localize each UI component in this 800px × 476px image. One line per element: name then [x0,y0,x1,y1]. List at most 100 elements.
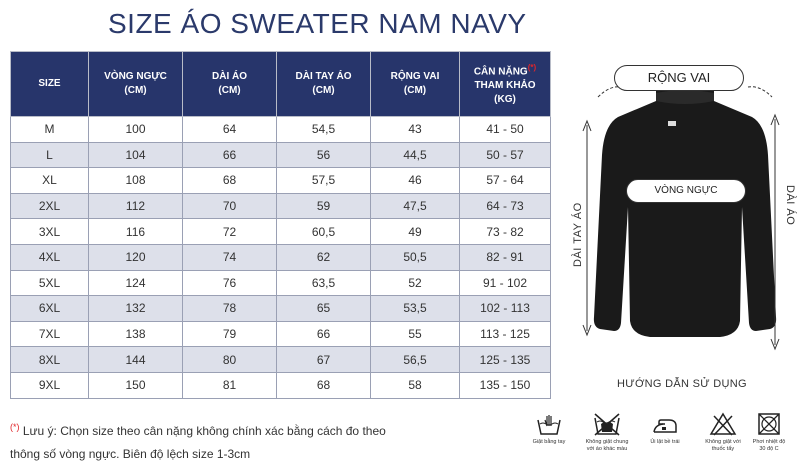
table-row: 3XL 116 72 60,5 49 73 - 82 [10,218,551,245]
cell-chest: 100 [88,116,183,143]
cell-sleeve: 68 [276,371,371,399]
cell-weight: 73 - 82 [459,218,551,245]
cell-chest: 104 [88,141,183,169]
cell-weight: 50 - 57 [459,141,551,169]
cell-sleeve: 60,5 [276,218,371,245]
note-line-2: thông số vòng ngực. Biên độ lệch size 1-… [10,447,251,461]
cell-length: 78 [182,295,277,322]
cell-shoulder: 50,5 [370,243,460,271]
cell-length: 74 [182,243,277,271]
chest-label: VÒNG NGỰC [626,179,746,203]
cell-shoulder: 56,5 [370,346,460,373]
cell-chest: 132 [88,295,183,322]
table-row: 2XL 112 70 59 47,5 64 - 73 [10,192,551,220]
cell-shoulder: 49 [370,218,460,245]
cell-length: 81 [182,371,277,399]
cell-chest: 108 [88,167,183,194]
care-item-iron: Ủi lật bề trái [636,412,694,446]
note-line-1: Lưu ý: Chọn size theo cân nặng không chí… [22,424,386,438]
table-row: 5XL 124 76 63,5 52 91 - 102 [10,269,551,297]
cell-shoulder: 55 [370,320,460,348]
page-title: SIZE ÁO SWEATER NAM NAVY [108,8,527,39]
cell-sleeve: 54,5 [276,116,371,143]
cell-chest: 112 [88,192,183,220]
cell-size: L [10,141,89,169]
size-table: SIZE VÒNG NGỰC (CM) DÀI ÁO (CM) DÀI TAY ÁO… [10,51,551,399]
cell-length: 66 [182,141,277,169]
cell-weight: 64 - 73 [459,192,551,220]
cell-size: 4XL [10,243,89,271]
cell-length: 68 [182,167,277,194]
cell-size: 6XL [10,295,89,322]
table-row: XL 108 68 57,5 46 57 - 64 [10,167,551,194]
care-item-no-bleach: Không giặt với thuốc tẩy [694,412,752,453]
table-row: 8XL 144 80 67 56,5 125 - 135 [10,346,551,373]
header-weight: CÂN NẶNG(*) THAM KHẢO (KG) [459,51,551,117]
cell-shoulder: 47,5 [370,192,460,220]
cell-chest: 120 [88,243,183,271]
cell-weight: 91 - 102 [459,269,551,297]
table-row: L 104 66 56 44,5 50 - 57 [10,141,551,169]
sweater-illustration [582,86,780,351]
body-length-label: DÀI ÁO [784,185,796,226]
shoulder-label: RỘNG VAI [614,65,744,91]
cell-sleeve: 62 [276,243,371,271]
header-length: DÀI ÁO (CM) [182,51,277,117]
cell-size: 8XL [10,346,89,373]
cell-weight: 57 - 64 [459,167,551,194]
cell-shoulder: 53,5 [370,295,460,322]
cell-size: 7XL [10,320,89,348]
header-size: SIZE [10,51,89,117]
cell-length: 80 [182,346,277,373]
header-chest: VÒNG NGỰC (CM) [88,51,183,117]
cell-shoulder: 58 [370,371,460,399]
cell-weight: 113 - 125 [459,320,551,348]
care-item-dry: Phơi nhiệt độ 30 độ C [740,412,798,453]
cell-length: 72 [182,218,277,245]
cell-chest: 144 [88,346,183,373]
cell-sleeve: 67 [276,346,371,373]
cell-length: 79 [182,320,277,348]
cell-weight: 125 - 135 [459,346,551,373]
cell-chest: 150 [88,371,183,399]
header-sleeve: DÀI TAY ÁO (CM) [276,51,371,117]
cell-weight: 41 - 50 [459,116,551,143]
cell-weight: 82 - 91 [459,243,551,271]
iron-inside-out-icon [653,419,677,433]
cell-chest: 124 [88,269,183,297]
cell-sleeve: 66 [276,320,371,348]
cell-shoulder: 44,5 [370,141,460,169]
size-note: (*) Lưu ý: Chọn size theo cân nặng không… [10,416,410,466]
table-row: 6XL 132 78 65 53,5 102 - 113 [10,295,551,322]
usage-guide-title: HƯỚNG DẪN SỬ DỤNG [617,378,747,390]
cell-size: 9XL [10,371,89,399]
cell-size: XL [10,167,89,194]
sleeve-length-label: DÀI TAY ÁO [572,202,584,267]
cell-sleeve: 63,5 [276,269,371,297]
cell-chest: 116 [88,218,183,245]
cell-sleeve: 56 [276,141,371,169]
measurement-diagram: RỘNG VAI VÒNG NGỰC DÀI TAY ÁO DÀI ÁO [570,55,800,385]
no-mixed-wash-icon [594,413,620,436]
cell-sleeve: 57,5 [276,167,371,194]
table-row: 4XL 120 74 62 50,5 82 - 91 [10,243,551,271]
cell-size: 5XL [10,269,89,297]
table-row: 9XL 150 81 68 58 135 - 150 [10,371,551,399]
cell-sleeve: 65 [276,295,371,322]
cell-shoulder: 46 [370,167,460,194]
cell-length: 64 [182,116,277,143]
care-item-hand-wash: Giặt bằng tay [520,412,578,446]
cell-size: 2XL [10,192,89,220]
header-shoulder: RỘNG VAI (CM) [370,51,460,117]
table-row: M 100 64 54,5 43 41 - 50 [10,116,551,143]
cell-weight: 135 - 150 [459,371,551,399]
table-row: 7XL 138 79 66 55 113 - 125 [10,320,551,348]
table-header-row: SIZE VÒNG NGỰC (CM) DÀI ÁO (CM) DÀI TAY ÁO… [10,51,551,117]
note-mark: (*) [10,422,20,432]
cell-shoulder: 52 [370,269,460,297]
care-item-no-mixed-wash: Không giặt chung với áo khác màu [578,412,636,453]
cell-sleeve: 59 [276,192,371,220]
hand-wash-icon [537,415,561,435]
cell-chest: 138 [88,320,183,348]
cell-length: 70 [182,192,277,220]
